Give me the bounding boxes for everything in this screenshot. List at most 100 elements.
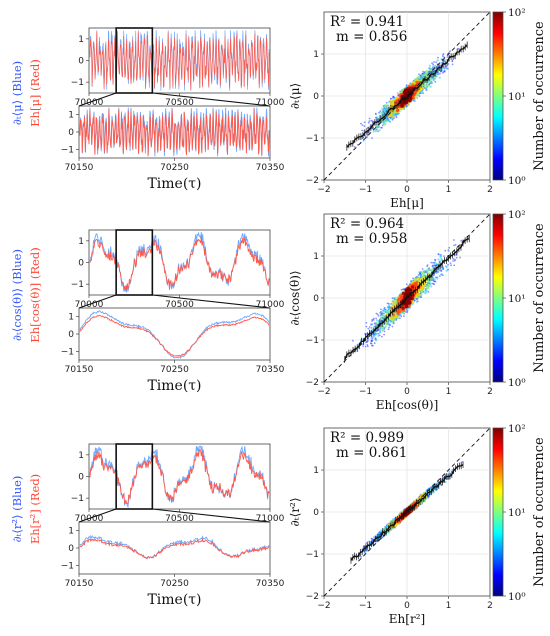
density-point	[411, 285, 415, 289]
density-point	[406, 311, 409, 314]
density-point	[417, 276, 421, 280]
density-point	[436, 59, 439, 62]
y-tick-label: −1	[306, 134, 319, 144]
y-tick-label: −1	[71, 280, 84, 290]
timeseries-top-2	[86, 229, 271, 298]
density-point	[435, 264, 438, 267]
density-point	[416, 93, 420, 96]
density-point	[383, 308, 386, 311]
density-point	[439, 255, 442, 258]
density-point	[431, 282, 434, 285]
ylabel-red: Eh[cos(θ)] (Red)	[28, 247, 42, 342]
colorbar-label: Number of occurrence	[532, 21, 547, 171]
density-point	[375, 312, 378, 315]
density-point	[388, 120, 392, 123]
density-point	[372, 319, 375, 321]
density-point	[432, 261, 434, 264]
y-tick-label: 0	[78, 57, 84, 67]
density-point	[449, 262, 452, 264]
zoom-connector	[152, 92, 271, 107]
y-tick-label: 1	[78, 237, 84, 247]
density-point	[424, 288, 427, 291]
density-point	[417, 274, 420, 276]
density-point	[391, 325, 394, 328]
density-point	[385, 310, 389, 313]
density-point	[372, 335, 375, 339]
stat-r2: R² = 0.964	[330, 216, 404, 232]
x-tick-label: 2	[487, 387, 493, 397]
x-axis-label: Time(τ)	[147, 176, 201, 192]
density-point	[379, 327, 382, 330]
density-point	[430, 78, 433, 81]
ylabel-blue: ∂ₜ⟨cos(θ)⟩ (Blue)	[10, 249, 24, 341]
density-point	[361, 129, 364, 132]
density-point	[451, 63, 454, 66]
density-point	[386, 306, 389, 309]
stat-slope: m = 0.856	[336, 29, 407, 45]
x-tick-label: 0	[404, 387, 410, 397]
y-tick-label: −2	[306, 176, 319, 186]
density-point	[445, 269, 448, 272]
x-tick-label: −1	[359, 185, 372, 195]
density-point	[407, 301, 411, 305]
density-point	[447, 249, 450, 252]
density-point	[425, 84, 429, 87]
density-point	[437, 270, 440, 273]
colorbar-tick-label: 10¹	[508, 293, 526, 305]
density-point	[412, 277, 414, 280]
x-tick-label: 70350	[256, 365, 285, 375]
density-point	[385, 101, 388, 104]
density-point	[352, 339, 354, 342]
density-point	[387, 328, 390, 331]
density-point	[401, 306, 405, 310]
density-point	[440, 270, 443, 272]
density-point	[384, 324, 388, 327]
y-tick-label: −1	[306, 336, 319, 346]
density-point	[451, 60, 454, 63]
density-point	[459, 256, 461, 259]
y-tick-label: −1	[71, 494, 84, 504]
density-point	[455, 256, 458, 259]
density-point	[442, 70, 445, 73]
density-point	[362, 345, 364, 347]
density-point	[383, 333, 385, 336]
series-red-line	[89, 236, 270, 291]
y-tick-label: 0	[313, 294, 319, 304]
y-tick-label: −2	[306, 378, 319, 388]
density-point	[371, 137, 373, 140]
density-point	[396, 312, 400, 316]
density-point	[380, 111, 383, 115]
scatter-panel-1	[321, 11, 491, 183]
y-tick-label: 1	[78, 451, 84, 461]
ylabel-blue: ∂ₜ⟨μ⟩ (Blue)	[10, 61, 24, 125]
density-point	[444, 265, 448, 268]
y-tick-label: 0	[68, 330, 74, 340]
density-point	[375, 319, 379, 322]
density-point	[437, 56, 439, 59]
x-axis-label: Eh[cos(θ)]	[376, 398, 439, 412]
density-point	[390, 306, 394, 310]
density-point	[395, 113, 398, 116]
density-point	[445, 67, 448, 70]
density-point	[396, 92, 399, 95]
density-point	[433, 61, 435, 63]
density-point	[381, 124, 384, 127]
density-point	[365, 341, 367, 344]
density-point	[391, 114, 395, 118]
density-point	[390, 303, 392, 305]
ylabel-red: Eh[μ] (Red)	[28, 59, 42, 127]
density-point	[437, 258, 440, 261]
density-point	[435, 74, 438, 77]
density-point	[453, 239, 455, 241]
x-tick-label: 70250	[160, 579, 189, 589]
zoom-window	[115, 27, 154, 94]
plot-frame	[78, 521, 271, 575]
density-point	[365, 325, 368, 328]
density-point	[453, 244, 455, 247]
density-point	[383, 330, 386, 333]
series-red-line	[79, 314, 270, 357]
density-point	[442, 53, 445, 55]
x-axis-label: Time(τ)	[147, 378, 201, 394]
density-point	[404, 304, 408, 308]
density-point	[434, 64, 437, 67]
